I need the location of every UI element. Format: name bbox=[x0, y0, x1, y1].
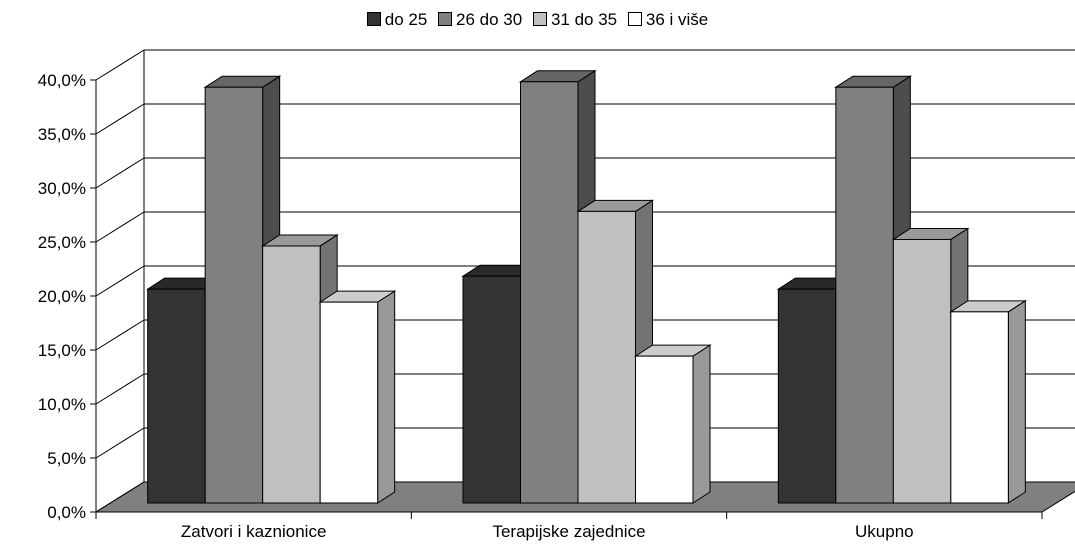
gridline-connector bbox=[95, 427, 145, 459]
y-tick-label: 20,0% bbox=[38, 287, 86, 306]
y-tick-label: 25,0% bbox=[38, 233, 86, 252]
legend-label: 36 i više bbox=[645, 10, 709, 29]
bar bbox=[204, 86, 264, 504]
y-tick-label: 0,0% bbox=[47, 503, 86, 522]
bar-side bbox=[377, 290, 396, 504]
bar-side bbox=[1007, 299, 1026, 504]
gridline-connector bbox=[95, 103, 145, 135]
bar bbox=[462, 275, 521, 504]
bar bbox=[577, 210, 636, 504]
bar bbox=[520, 81, 579, 504]
bar bbox=[319, 301, 379, 504]
legend-item-36-i-vise: 36 i više bbox=[627, 10, 709, 30]
bar bbox=[892, 238, 952, 504]
x-tick-label: Terapijske zajednice bbox=[492, 522, 645, 541]
bar bbox=[950, 311, 1009, 504]
y-tick-label: 5,0% bbox=[47, 449, 86, 468]
gridline-connector bbox=[95, 265, 145, 297]
gridline-connector bbox=[95, 373, 145, 405]
y-tick-label: 40,0% bbox=[38, 71, 86, 90]
y-tick-label: 30,0% bbox=[38, 179, 86, 198]
bar-side bbox=[692, 344, 711, 504]
bar bbox=[635, 355, 694, 504]
y-tick-label: 35,0% bbox=[38, 125, 86, 144]
bar bbox=[262, 245, 321, 504]
legend-label: 26 do 30 bbox=[456, 10, 523, 29]
x-tick-label: Zatvori i kaznionice bbox=[181, 522, 327, 541]
x-tick-label: Ukupno bbox=[855, 522, 914, 541]
legend-swatch bbox=[627, 12, 642, 26]
legend-swatch bbox=[366, 12, 381, 26]
legend-label: 31 do 35 bbox=[550, 10, 618, 29]
gridline-connector bbox=[95, 49, 145, 81]
gridline-connector bbox=[95, 211, 145, 243]
legend-item-31-do-35: 31 do 35 bbox=[532, 10, 618, 30]
legend-swatch bbox=[532, 12, 547, 26]
gridline-connector bbox=[95, 157, 145, 189]
legend: do 25 26 do 30 31 do 35 36 i više bbox=[0, 10, 1075, 30]
bar bbox=[147, 288, 206, 504]
legend-item-26-do-30: 26 do 30 bbox=[438, 10, 522, 30]
legend-item-do-25: do 25 bbox=[366, 10, 428, 30]
legend-swatch bbox=[438, 12, 453, 26]
y-tick-label: 15,0% bbox=[38, 341, 86, 360]
bar bbox=[835, 86, 894, 504]
y-tick-label: 10,0% bbox=[38, 395, 86, 414]
bar bbox=[777, 288, 837, 504]
legend-label: do 25 bbox=[384, 10, 428, 29]
gridline-connector bbox=[95, 319, 145, 351]
